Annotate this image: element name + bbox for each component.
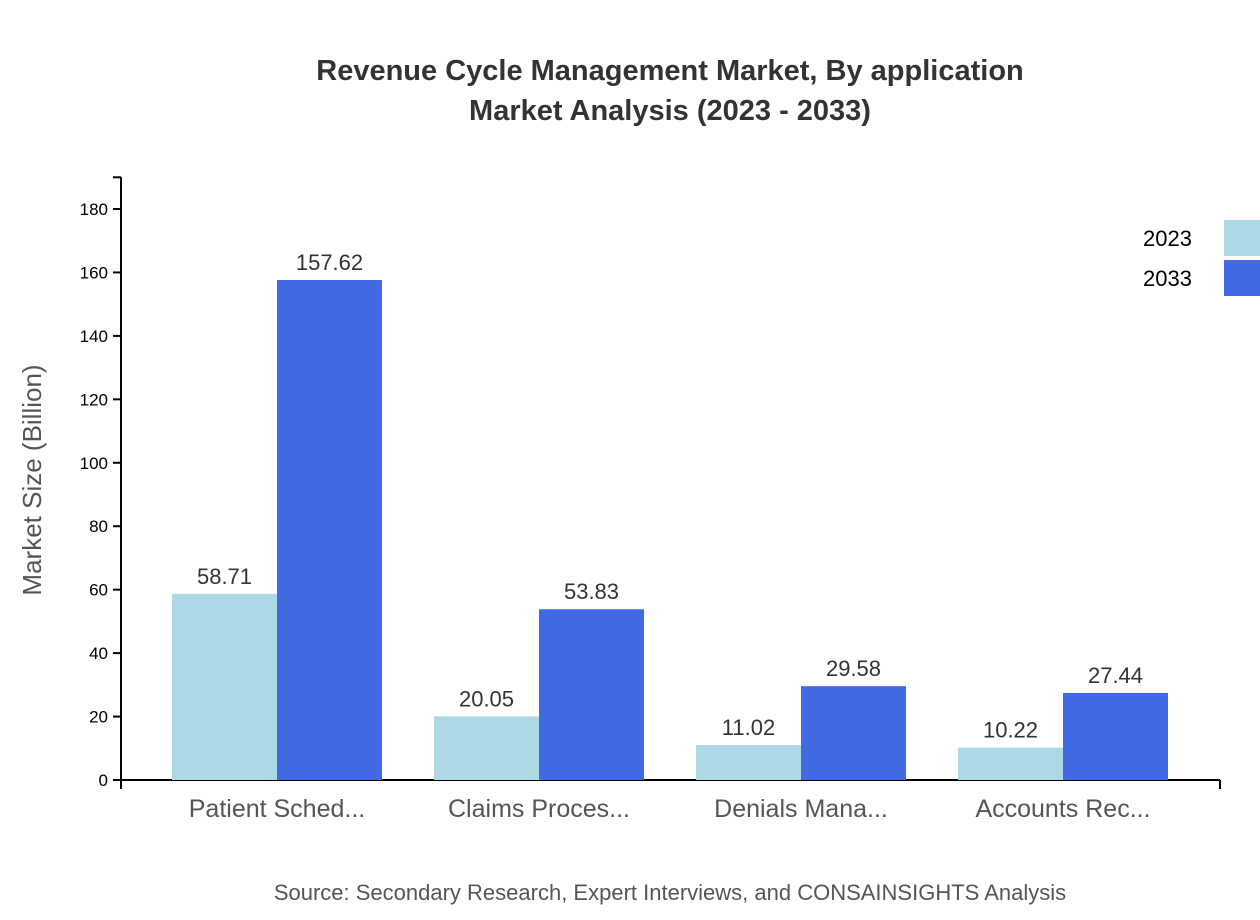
data-label: 11.02 bbox=[722, 715, 775, 740]
x-tick-label: Patient Sched... bbox=[189, 795, 366, 823]
bar-2033 bbox=[277, 279, 382, 780]
legend-label: 2033 bbox=[1143, 266, 1192, 291]
chart-title-line2: Market Analysis (2023 - 2033) bbox=[469, 95, 871, 127]
legend-swatch-2033 bbox=[1224, 260, 1260, 296]
bar-2033 bbox=[539, 609, 644, 780]
y-tick-label: 80 bbox=[89, 517, 108, 536]
data-label: 10.22 bbox=[983, 718, 1038, 743]
bar-2023 bbox=[958, 747, 1063, 780]
data-label: 20.05 bbox=[459, 686, 514, 711]
y-tick-label: 20 bbox=[89, 708, 108, 727]
y-axis-label: Market Size (Billion) bbox=[17, 364, 47, 595]
data-label: 157.62 bbox=[296, 250, 363, 275]
x-tick-label: Denials Mana... bbox=[714, 795, 888, 823]
data-label: 29.58 bbox=[826, 656, 881, 681]
y-tick-label: 60 bbox=[89, 581, 108, 600]
data-label: 27.44 bbox=[1088, 663, 1143, 688]
legend-label: 2023 bbox=[1143, 226, 1192, 251]
data-label: 58.71 bbox=[197, 564, 252, 589]
y-tick-label: 180 bbox=[80, 200, 108, 219]
x-tick-label: Accounts Rec... bbox=[975, 795, 1150, 823]
y-tick-label: 100 bbox=[80, 454, 108, 473]
bar-2023 bbox=[696, 745, 801, 780]
x-tick-label: Claims Proces... bbox=[448, 795, 630, 823]
data-label: 53.83 bbox=[564, 579, 619, 604]
bar-2033 bbox=[801, 686, 906, 780]
y-tick-label: 160 bbox=[80, 263, 108, 282]
y-tick-label: 120 bbox=[80, 390, 108, 409]
legend-swatch-2023 bbox=[1224, 220, 1260, 256]
source-note: Source: Secondary Research, Expert Inter… bbox=[274, 880, 1066, 905]
chart-title-line1: Revenue Cycle Management Market, By appl… bbox=[316, 55, 1024, 87]
y-tick-label: 0 bbox=[99, 771, 108, 790]
bar-2023 bbox=[434, 716, 539, 780]
bar-2023 bbox=[172, 593, 277, 780]
y-tick-label: 40 bbox=[89, 644, 108, 663]
bar-2033 bbox=[1063, 692, 1168, 780]
y-tick-label: 140 bbox=[80, 327, 108, 346]
